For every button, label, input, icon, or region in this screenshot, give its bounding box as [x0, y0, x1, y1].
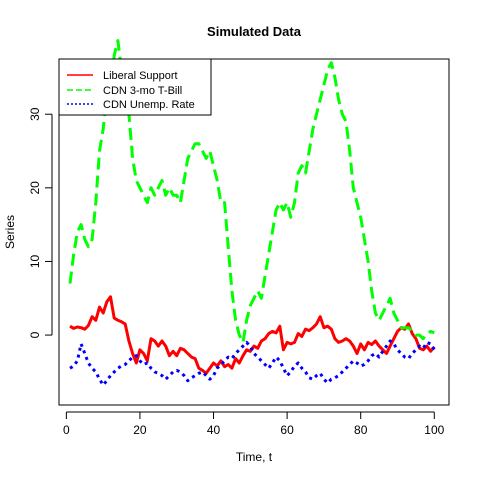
y-tick-label: 30 [28, 107, 42, 121]
x-tick-label: 60 [280, 423, 294, 437]
series-line-cdn-unemp-rate [69, 339, 436, 387]
y-tick-label: 10 [28, 254, 42, 268]
axes-layer: 0 20 40 60 80 100 0 10 20 30 [28, 107, 445, 437]
y-axis-label: Series [3, 215, 17, 249]
chart-title: Simulated Data [207, 24, 302, 39]
y-tick-label: 0 [28, 331, 42, 338]
legend-box [58, 58, 212, 116]
plot-frame [58, 58, 450, 406]
series-layer [68, 39, 436, 387]
x-tick-label: 80 [354, 423, 368, 437]
x-tick-label: 20 [133, 423, 147, 437]
legend: Liberal Support CDN 3-mo T-Bill CDN Unem… [58, 58, 212, 116]
x-tick-label: 100 [424, 423, 444, 437]
x-tick-label: 40 [207, 423, 221, 437]
y-tick-label: 20 [28, 181, 42, 195]
legend-label-cdn-unemp-rate: CDN Unemp. Rate [103, 99, 195, 111]
legend-label-liberal-support: Liberal Support [103, 70, 178, 82]
legend-label-cdn-tbill: CDN 3-mo T-Bill [103, 85, 182, 97]
series-line-cdn-3-mo-t-bill [68, 39, 435, 344]
x-tick-label: 0 [63, 423, 70, 437]
x-axis-label: Time, t [236, 450, 273, 464]
